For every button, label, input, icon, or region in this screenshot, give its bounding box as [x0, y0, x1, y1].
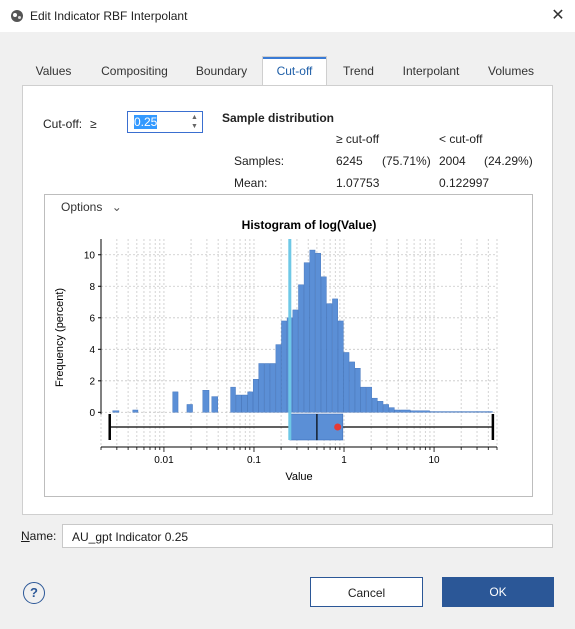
samples-ge: 6245 — [336, 154, 363, 168]
tab-cut-off[interactable]: Cut-off — [262, 56, 327, 86]
histogram-bar — [456, 411, 493, 413]
histogram-bar — [371, 397, 378, 413]
col-header-lt: < cut-off — [439, 132, 483, 146]
spin-down-icon[interactable]: ▼ — [191, 123, 198, 130]
help-icon[interactable]: ? — [23, 582, 45, 604]
y-axis-label: Frequency (percent) — [54, 288, 66, 387]
mean-label: Mean: — [234, 176, 268, 190]
histogram-bar — [211, 396, 218, 413]
histogram-bar — [354, 368, 361, 413]
histogram-bar — [400, 409, 411, 413]
x-tick-label: 10 — [429, 455, 441, 466]
close-icon[interactable]: ✕ — [551, 7, 565, 24]
histogram-bar — [112, 410, 120, 413]
tab-values[interactable]: Values — [35, 64, 72, 78]
histogram-bar — [247, 391, 253, 413]
chart-title: Histogram of log(Value) — [242, 218, 377, 232]
mean-lt: 0.122997 — [439, 176, 490, 190]
histogram-bar — [383, 404, 389, 413]
tab-bar: Values Compositing Boundary Cut-off Tren… — [22, 56, 553, 86]
histogram-bar — [303, 262, 310, 413]
histogram-bar — [410, 410, 430, 413]
name-input[interactable]: AU_gpt Indicator 0.25 — [62, 524, 553, 548]
options-dropdown[interactable]: Options ⌄ — [61, 200, 122, 214]
histogram-bar — [315, 252, 321, 413]
app-icon — [11, 10, 23, 22]
cut-off-panel: Cut-off: ≥ 0.25 ▲ ▼ Sample distribution … — [22, 85, 553, 515]
cutoff-operator: ≥ — [90, 117, 97, 131]
histogram-bar — [429, 411, 457, 413]
spin-up-icon[interactable]: ▲ — [191, 114, 198, 121]
histogram-bar — [343, 352, 350, 413]
histogram-bar — [252, 379, 259, 413]
histogram-bar — [332, 298, 338, 413]
tab-boundary[interactable]: Boundary — [195, 64, 248, 78]
cancel-button[interactable]: Cancel — [310, 577, 423, 607]
histogram-bar — [269, 363, 276, 413]
y-tick-label: 8 — [89, 282, 95, 293]
histogram-bar — [337, 320, 344, 413]
y-tick-label: 0 — [89, 408, 95, 419]
histogram-bar — [366, 386, 372, 413]
x-tick-label: 0.1 — [247, 455, 261, 466]
x-axis-label: Value — [285, 471, 312, 483]
histogram-bar — [394, 409, 401, 413]
y-tick-label: 10 — [84, 250, 96, 261]
y-tick-label: 4 — [89, 345, 95, 356]
samples-lt: 2004 — [439, 154, 466, 168]
tab-compositing[interactable]: Compositing — [101, 64, 168, 78]
cutoff-value[interactable]: 0.25 — [134, 115, 158, 129]
histogram-bar — [235, 394, 242, 413]
x-tick-label: 0.01 — [154, 455, 174, 466]
tab-trend[interactable]: Trend — [343, 64, 374, 78]
histogram-svg: Histogram of log(Value) 0 2 4 6 8 10 0.01 0.1 1 10… — [54, 218, 498, 483]
histogram-bar — [326, 303, 333, 413]
histogram-bar — [172, 391, 179, 413]
ok-button[interactable]: OK — [442, 577, 554, 607]
name-label: Name: — [21, 529, 57, 543]
histogram-bar — [281, 320, 287, 413]
histogram-bar — [309, 249, 316, 413]
chevron-down-icon: ⌄ — [111, 200, 122, 214]
cutoff-spinbox[interactable]: 0.25 ▲ ▼ — [127, 111, 203, 133]
histogram-bar — [275, 344, 282, 413]
tab-interpolant[interactable]: Interpolant — [402, 64, 460, 78]
histogram-bar — [292, 309, 299, 413]
samples-ge-pct: (75.71%) — [382, 154, 431, 168]
histogram-bar — [264, 363, 270, 413]
mean-ge: 1.07753 — [336, 176, 380, 190]
histogram-bar — [298, 284, 304, 413]
histogram-bar — [241, 394, 248, 413]
histogram-bar — [360, 386, 367, 413]
y-tick-label: 2 — [89, 376, 95, 387]
histogram-bar — [230, 386, 236, 413]
col-header-ge: ≥ cut-off — [336, 132, 380, 146]
histogram-bar — [320, 276, 327, 413]
histogram-bar — [349, 361, 355, 413]
x-tick-label: 1 — [341, 455, 347, 466]
histogram-bar — [202, 390, 210, 413]
histogram-bar — [186, 404, 193, 413]
histogram-bar — [258, 363, 265, 413]
histogram-chart: Options ⌄ Histogram of log(Value) 0 2 4 6 8 10… — [44, 194, 533, 497]
samples-lt-pct: (24.29%) — [484, 154, 533, 168]
histogram-bar — [377, 401, 384, 413]
distribution-heading: Sample distribution — [222, 111, 335, 125]
boxplot-mean-marker — [334, 423, 342, 431]
histogram-bar — [388, 407, 395, 413]
title-bar: Edit Indicator RBF Interpolant ✕ — [0, 0, 575, 32]
cutoff-label: Cut-off: — [43, 117, 83, 131]
samples-label: Samples: — [234, 154, 285, 168]
histogram-bar — [132, 409, 139, 413]
y-tick-label: 6 — [89, 313, 95, 324]
tab-volumes[interactable]: Volumes — [487, 64, 535, 78]
window-title: Edit Indicator RBF Interpolant — [30, 9, 188, 23]
